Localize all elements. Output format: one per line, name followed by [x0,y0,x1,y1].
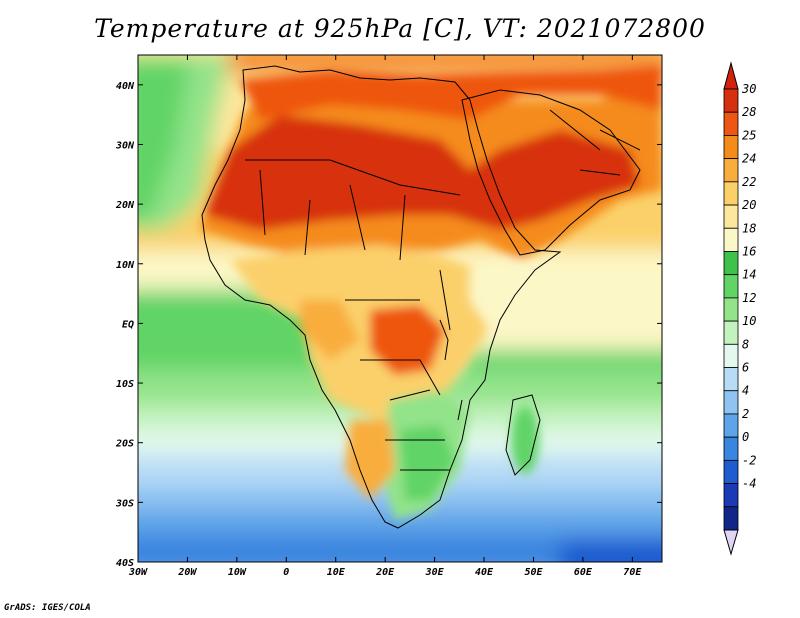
colorbar-bottom-arrow [723,529,739,556]
colorbar-label: 12 [742,291,756,305]
colorbar-top-arrow [723,61,739,90]
y-tick-label: 30S [115,498,134,509]
colorbar-swatch [723,367,739,392]
colorbar-label: 10 [742,314,756,328]
colorbar-swatch [723,88,739,113]
colorbar-label: 25 [742,128,756,142]
y-tick-label: 40S [116,558,134,569]
x-tick-label: 20E [375,567,395,578]
colorbar-swatch [723,459,739,484]
x-tick-label: 30E [425,567,445,578]
colorbar-label: 8 [742,337,749,351]
y-tick-label: 10N [116,260,135,271]
x-tick-label: 0 [283,567,289,578]
colorbar-swatch [723,181,739,206]
colorbar-swatch [723,483,739,508]
x-tick-label: 20W [177,567,197,578]
colorbar-label: 14 [742,268,756,282]
colorbar-swatch [723,227,739,252]
colorbar-label: 28 [742,105,756,119]
colorbar-swatch [723,204,739,229]
colorbar-swatch [723,135,739,160]
axis-ticks: 30W 20W 10W 0 10E 20E 30E 40E 50E 60E 70E 40N 30N 20N… [115,55,662,578]
x-tick-label: 50E [524,567,543,578]
colorbar-swatch [723,111,739,136]
colorbar-swatch [723,297,739,322]
colorbar-swatch [723,251,739,276]
colorbar-label: -2 [742,453,756,467]
colorbar-swatch [723,274,739,299]
credit-label: GrADS: IGES/COLA [4,603,91,613]
colorbar-swatch [723,506,739,531]
colorbar-label: 0 [742,430,749,444]
colorbar-swatch [723,390,739,415]
y-tick-label: 40N [116,81,135,92]
colorbar-label: 2 [742,407,749,421]
colorbar-label: 4 [742,384,749,398]
y-tick-label: 20N [115,200,135,211]
colorbar-swatch [723,158,739,183]
colorbar-label: 22 [742,175,756,189]
colorbar-label: 30 [741,82,756,96]
x-tick-label: 10E [327,567,346,578]
colorbar-label: 16 [742,244,756,258]
coastlines [201,65,641,529]
map-frame [137,54,663,563]
colorbar-swatch [723,343,739,368]
colorbar-label: 24 [742,152,756,166]
y-tick-label: 10S [116,379,134,390]
colorbar-swatch [723,413,739,438]
colorbar-label: 6 [742,361,749,375]
x-tick-label: 10W [228,567,247,578]
temperature-field [138,55,662,562]
y-tick-label: 30N [115,140,135,151]
page-title: Temperature at 925hPa [C], VT: 202107280… [94,14,706,43]
x-tick-label: 70E [623,567,642,578]
colorbar-swatch [723,436,739,461]
colorbar-label: -4 [742,477,756,491]
x-tick-label: 60E [574,567,593,578]
y-tick-label: 20S [115,439,134,450]
x-tick-label: 30W [128,567,148,578]
colorbar-label: 18 [742,221,756,235]
colorbar-label: 20 [742,198,756,212]
y-tick-label: EQ [122,319,134,330]
x-tick-label: 40E [475,567,494,578]
colorbar-swatch [723,320,739,345]
